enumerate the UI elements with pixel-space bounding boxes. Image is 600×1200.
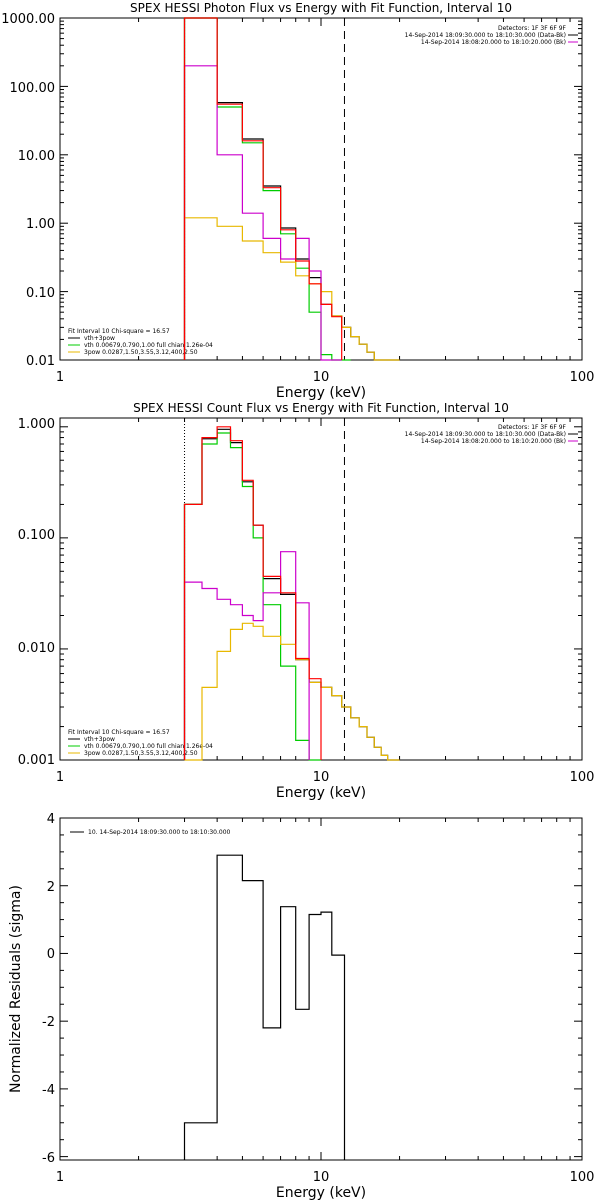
photon-flux-panel: SPEX HESSI Photon Flux vs Energy with Fi… xyxy=(1,1,594,401)
legend-entry-3pow: 3pow 0.0287,1.50,3.55,3.12,400,2.50 xyxy=(84,750,198,757)
y-tick-label: 0.01 xyxy=(26,354,55,369)
y-tick-label: 0 xyxy=(47,947,55,962)
y-tick-label: 1000.00 xyxy=(1,12,55,27)
legend-entry-3pow: 3pow 0.0287,1.50,3.55,3.12,400,2.50 xyxy=(84,349,198,356)
series-3pow xyxy=(183,217,400,361)
x-tick-labels: 1 10 100 xyxy=(56,770,595,785)
plot-marks xyxy=(183,17,400,361)
legend-entry-model: vth+3pow xyxy=(84,736,115,743)
x-tick-label: 1 xyxy=(56,1170,64,1185)
legend-entry-interval: 10. 14-Sep-2014 18:09:30.000 to 18:10:30… xyxy=(88,829,231,836)
series-vth xyxy=(183,17,351,361)
x-tick-label: 100 xyxy=(570,1170,595,1185)
x-tick-label: 10 xyxy=(313,370,330,385)
x-axis-label: Energy (keV) xyxy=(276,785,366,801)
y-tick-label: -6 xyxy=(42,1151,55,1166)
plot-frame xyxy=(59,817,583,1161)
series-data-bk xyxy=(183,17,343,360)
legend-left: Fit Interval 10 Chi-square = 16.57 vth+3… xyxy=(68,328,213,356)
series-10-14-sep-2014-18-09-30-000-to-18-10-30-000 xyxy=(183,854,346,1160)
x-tick-label: 1 xyxy=(56,370,64,385)
y-tick-label: 100.00 xyxy=(10,81,56,96)
legend-right: Detectors: 1F 3F 6F 9F 14-Sep-2014 18:09… xyxy=(405,25,578,46)
plot-marks xyxy=(183,418,400,761)
axis-ticks xyxy=(59,817,583,1160)
y-axis-label: Normalized Residuals (sigma) xyxy=(8,885,24,1093)
x-tick-label: 1 xyxy=(56,770,64,785)
x-tick-label: 100 xyxy=(570,770,595,785)
legend-entry-vth: vth 0.00679,0.790,1.00 full chian 1.26e-… xyxy=(84,342,213,349)
series-bk xyxy=(183,551,310,760)
series-3pow xyxy=(184,622,400,761)
y-tick-label: -2 xyxy=(42,1015,55,1030)
chart-title: SPEX HESSI Count Flux vs Energy with Fit… xyxy=(133,401,509,415)
axis-ticks xyxy=(59,418,583,761)
y-tick-label: 10.00 xyxy=(18,149,55,164)
legend-right: Detectors: 1F 3F 6F 9F 14-Sep-2014 18:09… xyxy=(405,424,578,445)
legend-entry-bk: 14-Sep-2014 18:08:20.000 to 18:10:20.000… xyxy=(421,39,566,46)
legend-entry-model: vth+3pow xyxy=(84,335,115,342)
count-flux-panel: SPEX HESSI Count Flux vs Energy with Fit… xyxy=(18,401,595,801)
y-tick-label: 0.001 xyxy=(18,753,55,768)
x-tick-labels: 1 10 100 xyxy=(56,1170,595,1185)
y-tick-label: 1.000 xyxy=(18,417,55,432)
y-tick-label: 2 xyxy=(47,880,55,895)
y-tick-labels: 1000.00 100.00 10.00 1.00 0.10 0.01 xyxy=(1,12,55,369)
y-tick-label: 0.010 xyxy=(18,641,55,656)
legend-left: Fit Interval 10 Chi-square = 16.57 vth+3… xyxy=(68,729,213,757)
legend-detectors: Detectors: 1F 3F 6F 9F xyxy=(498,424,567,431)
x-tick-label: 100 xyxy=(570,370,595,385)
y-tick-label: 0.100 xyxy=(18,528,55,543)
y-tick-labels: 4 2 0 -2 -4 -6 xyxy=(42,812,55,1166)
series-bk xyxy=(183,65,342,361)
legend-detectors: Detectors: 1F 3F 6F 9F xyxy=(498,25,567,32)
axis-ticks xyxy=(59,17,583,361)
x-axis-label: Energy (keV) xyxy=(276,385,366,401)
y-tick-label: 1.00 xyxy=(26,217,55,232)
legend-entry-data-bk: 14-Sep-2014 18:09:30.000 to 18:10:30.000… xyxy=(405,32,566,39)
y-tick-labels: 1.000 0.100 0.010 0.001 xyxy=(18,417,55,768)
x-axis-label: Energy (keV) xyxy=(276,1185,366,1200)
residuals-panel: Energy (keV) Normalized Residuals (sigma… xyxy=(8,812,594,1200)
y-tick-label: 0.10 xyxy=(26,286,55,301)
legend-entry-vth: vth 0.00679,0.790,1.00 full chian 1.26e-… xyxy=(84,743,213,750)
legend-fit-header: Fit Interval 10 Chi-square = 16.57 xyxy=(68,729,170,736)
y-tick-label: 4 xyxy=(47,812,55,827)
plot-marks xyxy=(183,854,346,1160)
legend-entry-bk: 14-Sep-2014 18:08:20.000 to 18:10:20.000… xyxy=(421,438,566,445)
x-tick-label: 10 xyxy=(313,1170,330,1185)
legend-left: 10. 14-Sep-2014 18:09:30.000 to 18:10:30… xyxy=(70,829,231,836)
x-tick-label: 10 xyxy=(313,770,330,785)
legend-fit-header: Fit Interval 10 Chi-square = 16.57 xyxy=(68,328,170,335)
y-tick-label: -4 xyxy=(42,1083,55,1098)
legend-entry-data-bk: 14-Sep-2014 18:09:30.000 to 18:10:30.000… xyxy=(405,431,566,438)
x-tick-labels: 1 10 100 xyxy=(56,370,595,385)
chart-title: SPEX HESSI Photon Flux vs Energy with Fi… xyxy=(130,1,512,15)
series-data-bk xyxy=(183,426,322,760)
